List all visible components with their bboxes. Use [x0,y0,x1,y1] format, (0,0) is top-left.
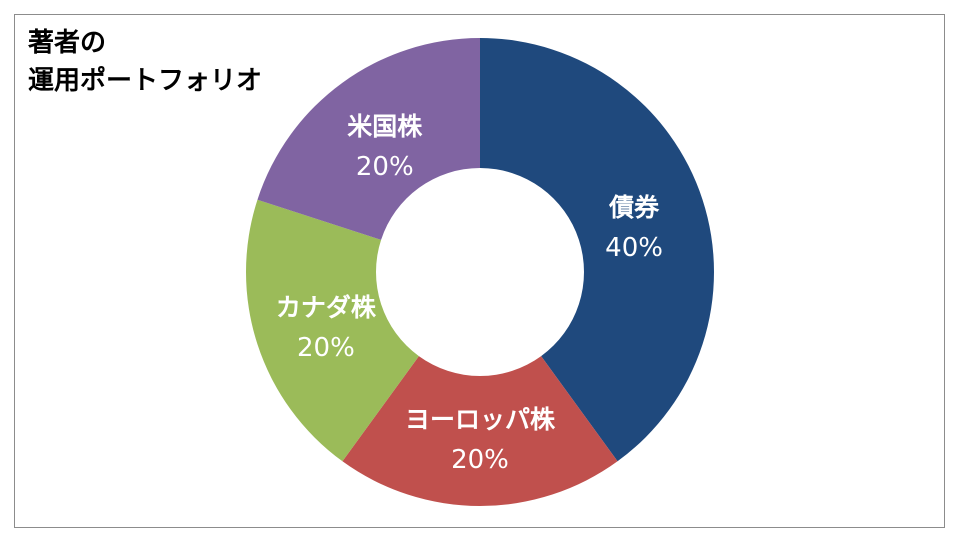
slice-3 [257,38,480,240]
donut-labels: 債券 40% ヨーロッパ株 20% カナダ株 20% 米国株 20% [276,112,663,475]
chart-title: 著者の 運用ポートフォリオ [28,24,262,100]
chart-title-line-1: 著者の [28,28,107,58]
slice-label-2: カナダ株 [276,293,377,322]
donut-slices [246,38,714,506]
slice-value-1: 20% [451,445,509,475]
slice-0 [480,38,714,462]
slice-label-0: 債券 [608,193,660,222]
chart-title-line-2: 運用ポートフォリオ [28,66,263,96]
slice-label-1: ヨーロッパ株 [405,405,556,434]
slice-value-2: 20% [297,333,355,363]
slice-label-3: 米国株 [347,112,423,141]
slice-2 [246,199,419,462]
slice-1 [342,356,618,506]
slice-value-3: 20% [356,152,414,182]
slice-value-0: 40% [605,233,663,263]
